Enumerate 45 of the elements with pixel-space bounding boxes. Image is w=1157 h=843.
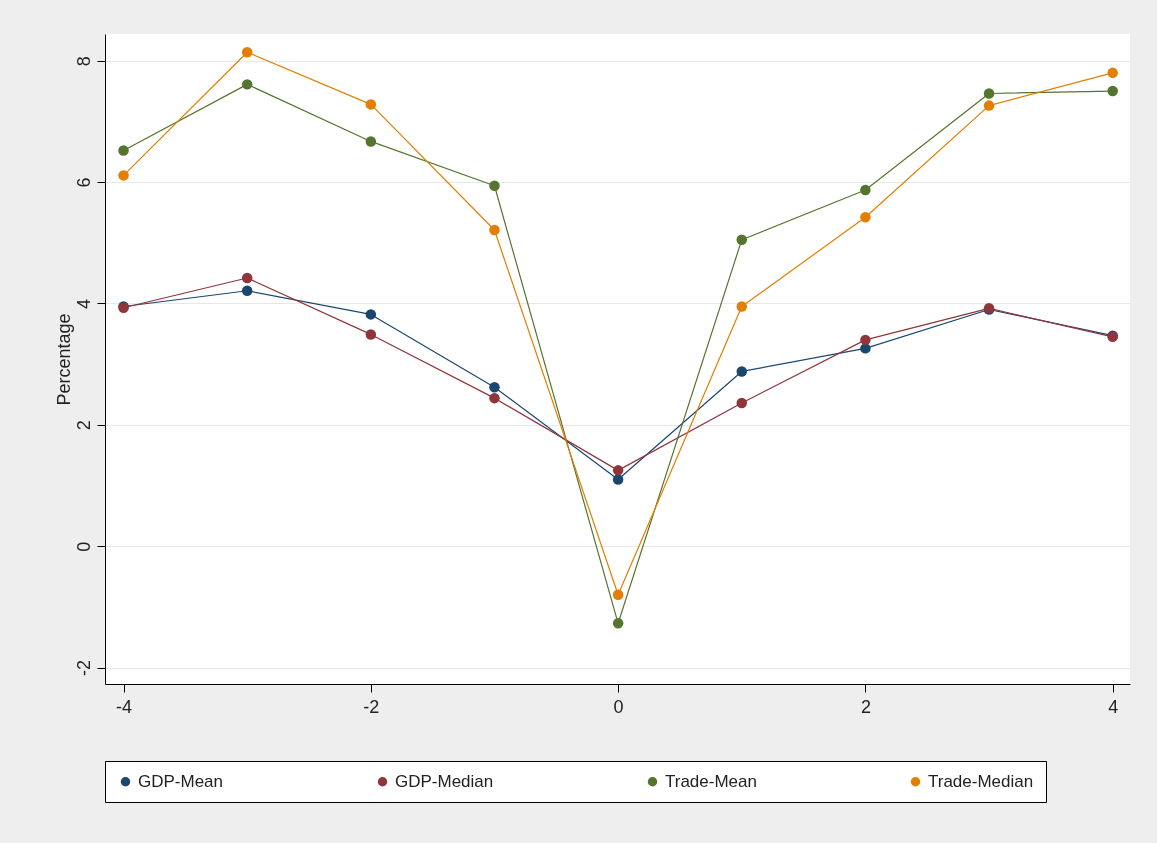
x-tick-label: 2: [860, 696, 871, 717]
x-tick-label: 0: [613, 696, 624, 717]
x-tick-label: -2: [363, 696, 380, 717]
legend-label: Trade-Median: [928, 771, 1034, 791]
point: [860, 184, 871, 196]
point: [736, 301, 748, 312]
point: [612, 465, 624, 476]
point: [365, 309, 377, 320]
point: [860, 334, 871, 346]
point: [489, 180, 500, 191]
legend-label: GDP-Mean: [138, 771, 224, 791]
y-tick-label: 6: [73, 177, 94, 188]
point: [365, 329, 377, 340]
x-tick-label: -4: [116, 696, 133, 717]
point: [241, 285, 253, 296]
point: [1107, 67, 1118, 79]
point: [612, 618, 624, 629]
legend-label: GDP-Median: [395, 771, 494, 791]
point: [983, 88, 995, 99]
point: [118, 145, 129, 156]
legend-label: Trade-Mean: [665, 771, 757, 791]
x-tick-label: 4: [1108, 696, 1119, 717]
point: [241, 79, 253, 90]
point: [241, 46, 253, 58]
point: [983, 100, 995, 111]
point: [489, 224, 500, 236]
y-tick-label: 8: [73, 56, 94, 67]
point: [1107, 85, 1118, 97]
point: [489, 381, 500, 393]
point: [860, 212, 871, 223]
point: [118, 170, 129, 181]
point: [736, 397, 748, 409]
point: [241, 272, 253, 284]
y-axis-title: Percentage: [53, 313, 74, 406]
point: [612, 589, 624, 601]
point: [365, 136, 377, 147]
point: [736, 366, 748, 377]
point: [736, 234, 748, 245]
y-tick-label: 0: [73, 541, 94, 552]
y-tick-label: 4: [73, 298, 94, 309]
point: [365, 99, 377, 110]
point: [612, 474, 624, 485]
y-tick-label: -2: [73, 660, 94, 677]
point: [489, 392, 500, 404]
y-tick-label: 2: [73, 420, 94, 431]
